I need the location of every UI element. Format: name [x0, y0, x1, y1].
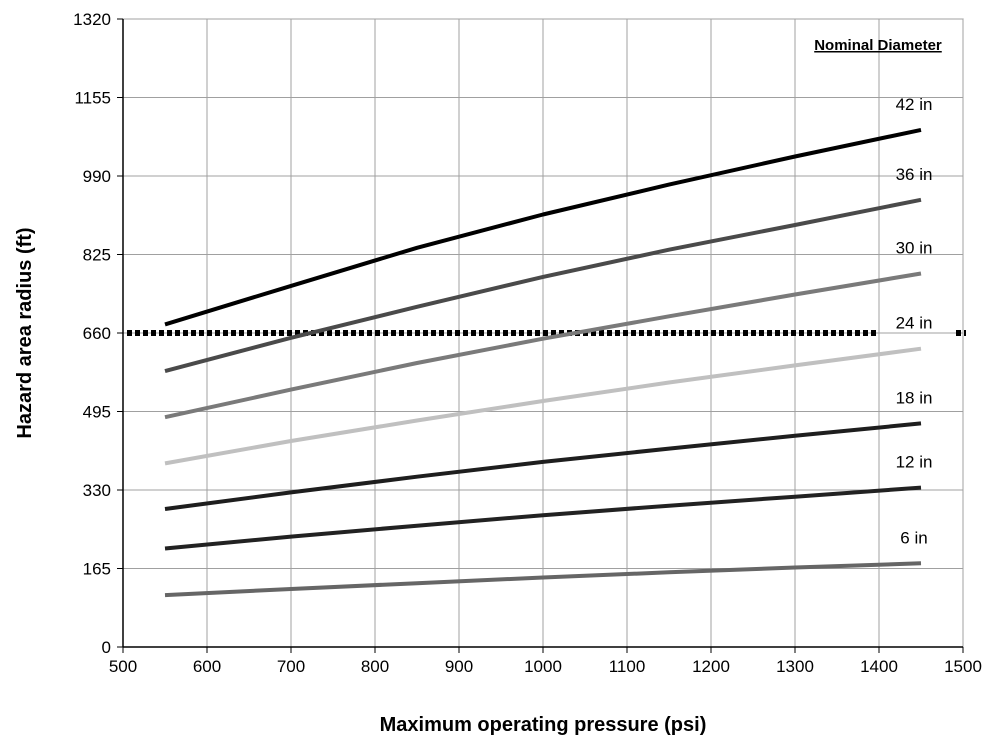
y-tick-label: 495 [83, 403, 111, 422]
y-tick-label: 660 [83, 324, 111, 343]
y-tick-label: 330 [83, 481, 111, 500]
series-line [164, 561, 922, 598]
legend-title: Nominal Diameter [814, 37, 942, 54]
series-group [164, 127, 922, 598]
x-tick-label: 700 [277, 657, 305, 676]
series-line [164, 197, 922, 374]
series-label: 42 in [896, 95, 933, 114]
x-tick-label: 1200 [692, 657, 730, 676]
x-tick-label: 1000 [524, 657, 562, 676]
series-line [164, 421, 922, 511]
series-line [164, 127, 922, 327]
series-label: 36 in [896, 165, 933, 184]
x-tick-label: 1100 [609, 657, 646, 676]
series-label: 18 in [896, 388, 933, 407]
y-tick-label: 1320 [73, 10, 111, 29]
y-tick-label: 0 [102, 638, 111, 657]
x-axis-title: Maximum operating pressure (psi) [380, 714, 707, 736]
x-tick-label: 1400 [860, 657, 898, 676]
y-tick-label: 1155 [74, 89, 111, 108]
y-tick-label: 825 [83, 246, 111, 265]
y-tick-label: 990 [83, 167, 111, 186]
series-line [164, 485, 922, 551]
y-axis-title: Hazard area radius (ft) [14, 227, 36, 438]
x-tick-label: 600 [193, 657, 221, 676]
tick-labels: 500 600 700 800 900 1000 1100 1200 1300 1400 1500 0… [73, 10, 982, 676]
x-tick-label: 800 [361, 657, 389, 676]
x-tick-label: 900 [445, 657, 473, 676]
series-label: 12 in [896, 453, 933, 472]
x-tick-label: 1500 [944, 657, 982, 676]
x-tick-label: 500 [109, 657, 137, 676]
series-labels: 42 in 36 in 30 in 24 in 18 in 12 in 6 in [896, 95, 933, 547]
series-label: 6 in [900, 528, 927, 547]
series-line [164, 346, 922, 466]
series-line [164, 271, 922, 420]
y-tick-label: 165 [83, 560, 111, 579]
series-label: 24 in [896, 314, 933, 333]
x-tick-label: 1300 [776, 657, 814, 676]
series-label: 30 in [896, 239, 933, 258]
